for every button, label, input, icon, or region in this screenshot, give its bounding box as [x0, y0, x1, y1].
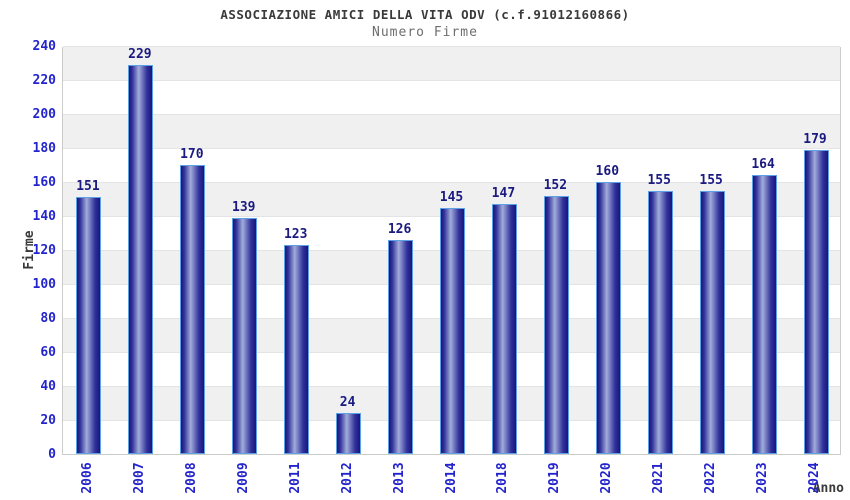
plot-area [62, 46, 841, 455]
bar-value-label: 164 [751, 157, 775, 173]
bar-value-label: 126 [387, 221, 412, 237]
bar-value-label: 229 [128, 46, 152, 62]
grid-band [63, 46, 840, 80]
x-axis-title: Anno [812, 481, 844, 496]
bar [440, 207, 465, 454]
y-tick-label: 20 [40, 413, 56, 428]
x-tick-label: 2021 [651, 462, 667, 494]
y-tick-label: 240 [32, 39, 56, 54]
bar [699, 190, 725, 454]
x-tick-label: 2023 [755, 462, 771, 494]
x-tick-label: 2018 [495, 462, 511, 494]
bar [76, 197, 102, 454]
bar [180, 165, 206, 454]
bar [284, 244, 310, 454]
y-tick-label: 80 [40, 311, 56, 326]
bar-value-label: 179 [803, 131, 827, 147]
bar-value-label: 160 [595, 164, 620, 179]
bar [595, 182, 621, 454]
x-tick-label: 2008 [183, 462, 199, 494]
bar [128, 64, 154, 454]
x-tick-label: 2006 [79, 462, 95, 494]
bar [388, 239, 414, 454]
y-tick-label: 200 [32, 107, 56, 122]
y-tick-label: 160 [32, 175, 56, 190]
bar-value-label: 155 [647, 172, 671, 188]
bar-value-label: 152 [543, 177, 568, 193]
bar-value-label: 139 [232, 199, 256, 215]
bar [751, 175, 777, 454]
y-tick-label: 220 [32, 73, 56, 88]
bar-value-label: 147 [491, 186, 516, 202]
y-tick-label: 40 [40, 379, 56, 394]
bar [543, 195, 569, 454]
bar [803, 149, 829, 454]
bar [491, 204, 517, 454]
y-tick-label: 60 [40, 345, 56, 360]
x-tick-label: 2019 [547, 462, 563, 494]
x-tick-label: 2007 [131, 462, 147, 494]
x-tick-label: 2022 [703, 462, 719, 494]
x-tick-label: 2009 [235, 462, 251, 494]
y-tick-label: 120 [32, 243, 56, 258]
x-tick-label: 2011 [287, 462, 303, 494]
bar [336, 413, 362, 454]
bar-value-label: 155 [699, 172, 723, 188]
y-tick-label: 140 [32, 209, 56, 224]
y-tick-label: 100 [32, 277, 56, 292]
bar-value-label: 123 [283, 226, 308, 242]
chart-title: ASSOCIAZIONE AMICI DELLA VITA ODV (c.f.9… [220, 7, 630, 22]
x-tick-label: 2012 [339, 462, 355, 494]
grid-band [63, 114, 840, 148]
y-tick-label: 0 [48, 447, 56, 462]
x-tick-label: 2013 [391, 462, 407, 494]
grid-band [63, 80, 840, 114]
bar-value-label: 151 [76, 179, 100, 195]
x-tick-label: 2024 [807, 462, 823, 494]
bar [647, 190, 673, 454]
chart-subtitle: Numero Firme [372, 25, 478, 40]
bar-value-label: 24 [339, 395, 356, 411]
bar [232, 217, 258, 454]
x-tick-label: 2020 [599, 462, 615, 494]
bar-value-label: 170 [180, 147, 204, 162]
x-tick-label: 2014 [443, 462, 459, 494]
y-tick-label: 180 [32, 141, 56, 156]
bar-value-label: 145 [439, 189, 464, 205]
